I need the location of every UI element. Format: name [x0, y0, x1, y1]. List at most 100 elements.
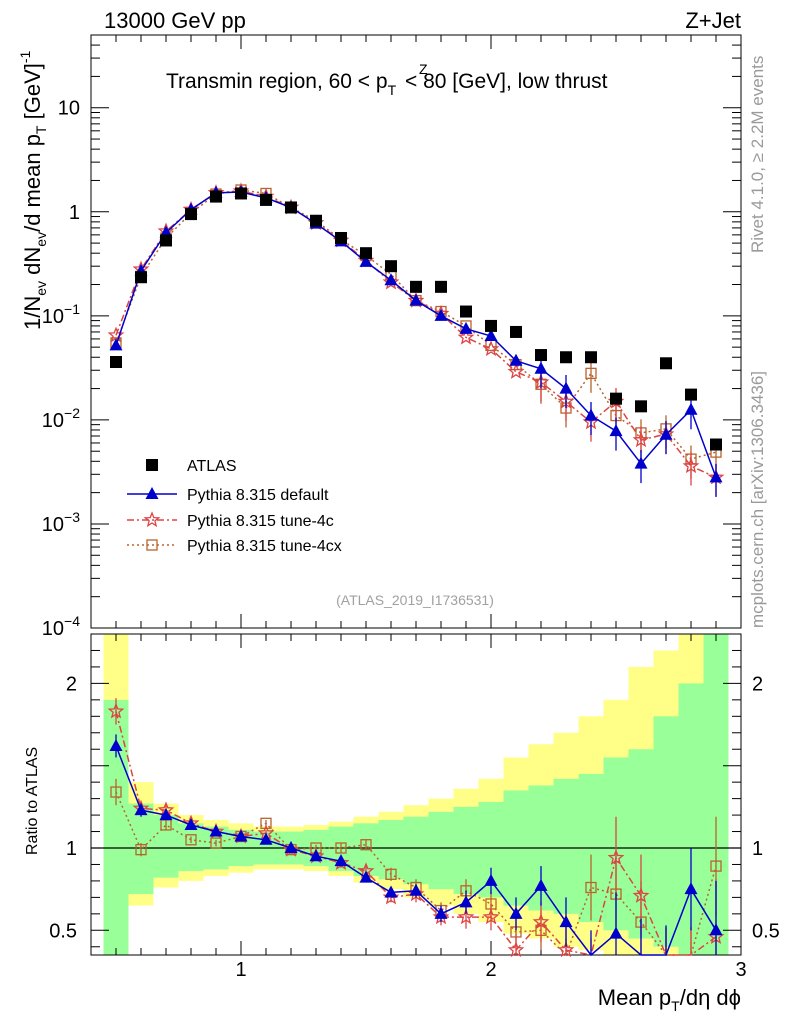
green-band-bin	[428, 811, 454, 890]
data-point-atlas	[235, 187, 247, 200]
y-tick-label: 10−1	[42, 301, 80, 328]
data-point-pythia-8-315-default	[409, 293, 423, 306]
data-point-atlas	[135, 271, 147, 284]
ratio-point-pythia-8-315-default	[134, 803, 148, 816]
data-point-atlas	[685, 388, 697, 401]
data-point-pythia-8-315-default	[109, 338, 123, 351]
y-tick-label: 10−4	[42, 613, 80, 640]
x-tick-label: 2	[485, 959, 496, 981]
legend-marker-pythia-8-315-tune-4c	[143, 511, 161, 528]
y-tick-label: 10	[58, 98, 80, 120]
green-band-bin	[553, 778, 579, 914]
ratio-point-pythia-8-315-default	[534, 878, 548, 891]
ratio-point-pythia-8-315-default	[509, 906, 523, 919]
ratio-point-pythia-8-315-tune-4cx	[110, 786, 122, 798]
legend-label-pythia-8-315-tune-4cx: Pythia 8.315 tune-4cx	[187, 538, 342, 555]
ratio-tick-label-right: 2	[752, 673, 763, 695]
data-point-atlas	[285, 201, 297, 214]
axes: 1 2 3 10 1 10−1 10−2 10−3 10−4 2 2 1 1 0.5 0.5	[42, 34, 780, 981]
plot-title-tail: < 80 [GeV], low thrust	[399, 70, 608, 93]
ratio-point-pythia-8-315-tune-4c	[532, 913, 550, 930]
ratio-tick-label: 0.5	[49, 920, 77, 942]
ratio-point-pythia-8-315-default	[384, 885, 398, 898]
energy-label: 13000 GeV pp	[104, 8, 246, 33]
data-point-pythia-8-315-tune-4c	[482, 340, 500, 357]
ratio-uncertainty-bands	[91, 634, 741, 955]
legend-marker-atlas	[146, 459, 158, 471]
data-point-atlas	[610, 392, 622, 405]
green-band-bin	[653, 716, 679, 947]
data-point-atlas	[335, 231, 347, 244]
ratio-point-pythia-8-315-default	[359, 870, 373, 883]
legend-label-atlas: ATLAS	[187, 458, 237, 475]
data-point-atlas	[585, 351, 597, 364]
ratio-point-pythia-8-315-tune-4c	[482, 908, 500, 925]
data-point-atlas	[535, 349, 547, 362]
data-point-atlas	[310, 214, 322, 227]
ratio-y-axis-label: Ratio to ATLAS	[24, 747, 41, 855]
ratio-point-pythia-8-315-default	[484, 873, 498, 886]
ratio-point-pythia-8-315-tune-4cx	[360, 839, 372, 851]
data-point-pythia-8-315-tune-4c	[682, 457, 700, 474]
data-point-atlas	[210, 190, 222, 203]
ratio-point-pythia-8-315-default	[159, 808, 173, 821]
green-band-bin	[403, 816, 429, 885]
ratio-point-pythia-8-315-default	[109, 738, 123, 751]
ratio-point-pythia-8-315-default	[309, 849, 323, 862]
ratio-point-pythia-8-315-tune-4cx	[185, 834, 197, 846]
data-point-atlas	[385, 260, 397, 273]
ratio-point-pythia-8-315-default	[209, 824, 223, 837]
data-point-atlas	[360, 247, 372, 260]
data-point-atlas	[160, 234, 172, 247]
series-line-pythia-8-315-tune-4c	[115, 190, 717, 479]
data-point-pythia-8-315-default	[534, 361, 548, 374]
ratio-point-pythia-8-315-default	[184, 817, 198, 830]
ratio-point-pythia-8-315-tune-4cx	[135, 843, 147, 856]
data-point-pythia-8-315-default	[484, 329, 498, 342]
ratio-tick-label-right: 0.5	[752, 920, 780, 942]
legend-marker-pythia-8-315-tune-4cx	[146, 539, 158, 551]
data-point-pythia-8-315-default	[659, 427, 673, 440]
data-point-atlas	[410, 280, 422, 293]
series-line-pythia-8-315-tune-4cx	[115, 189, 717, 460]
data-point-pythia-8-315-default	[609, 424, 623, 437]
analysis-watermark: (ATLAS_2019_I1736531)	[336, 592, 494, 608]
plot-title: Transmin region, 60 < pT < 80 [GeV], low…	[166, 70, 608, 98]
green-band-bin	[178, 823, 204, 872]
data-point-atlas	[710, 438, 722, 451]
data-point-atlas	[460, 305, 472, 318]
data-point-pythia-8-315-tune-4c	[382, 273, 400, 290]
data-point-pythia-8-315-tune-4c	[632, 431, 650, 448]
ratio-point-pythia-8-315-tune-4c	[557, 941, 575, 958]
ratio-point-pythia-8-315-default	[459, 895, 473, 908]
ratio-tick-label-right: 1	[752, 838, 763, 860]
ratio-point-pythia-8-315-default	[259, 832, 273, 845]
y-tick-label: 1	[69, 202, 80, 224]
y-tick-label: 10−3	[42, 509, 80, 536]
data-point-pythia-8-315-default	[384, 273, 398, 286]
data-point-pythia-8-315-tune-4c	[107, 326, 125, 343]
ratio-point-pythia-8-315-default	[409, 883, 423, 896]
data-point-pythia-8-315-default	[559, 381, 573, 394]
ratio-point-pythia-8-315-tune-4c	[107, 702, 125, 719]
ratio-point-pythia-8-315-tune-4cx	[385, 868, 397, 880]
ratio-point-pythia-8-315-default	[334, 854, 348, 867]
data-point-atlas	[560, 351, 572, 364]
legend-marker-pythia-8-315-default	[145, 487, 159, 499]
data-point-pythia-8-315-default	[684, 402, 698, 415]
ratio-point-pythia-8-315-tune-4cx	[585, 881, 597, 894]
ratio-point-pythia-8-315-tune-4c	[632, 886, 650, 903]
ratio-series-layer	[107, 698, 725, 958]
data-point-atlas	[510, 325, 522, 338]
data-point-pythia-8-315-tune-4cx	[585, 367, 597, 380]
plot-title-sup: Z	[419, 61, 428, 77]
ratio-point-pythia-8-315-tune-4cx	[210, 837, 222, 849]
ratio-point-pythia-8-315-tune-4cx	[710, 860, 722, 872]
ratio-point-pythia-8-315-tune-4cx	[260, 817, 272, 829]
side-label-rivet: Rivet 4.1.0, ≥ 2.2M events	[748, 56, 767, 253]
ratio-point-pythia-8-315-tune-4c	[507, 941, 525, 958]
ratio-point-pythia-8-315-default	[559, 915, 573, 928]
series-layer	[107, 182, 725, 497]
legend: ATLAS Pythia 8.315 default Pythia 8.315 tu…	[127, 458, 342, 555]
ratio-point-pythia-8-315-default	[234, 829, 248, 842]
